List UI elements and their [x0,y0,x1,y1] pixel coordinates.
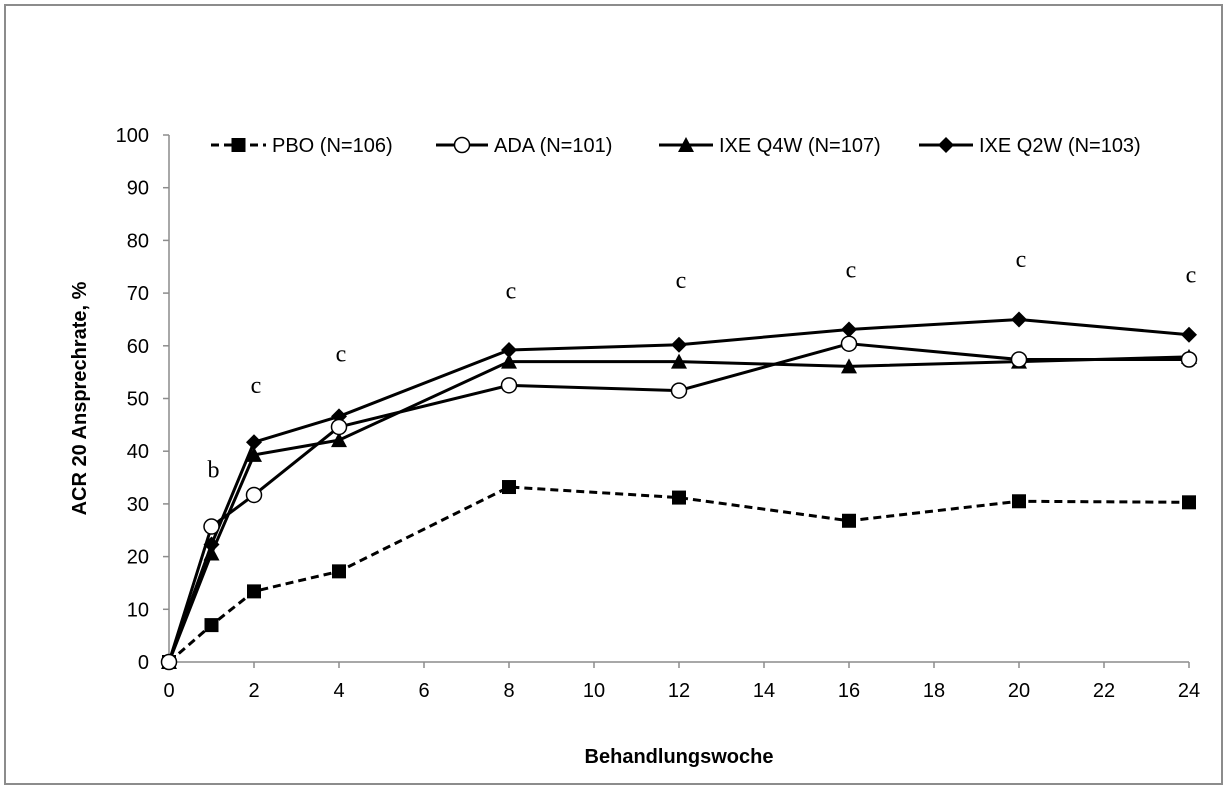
data-point-series-1 [500,377,518,394]
data-point-series-3 [841,321,857,338]
data-point-series-0 [1012,494,1026,509]
y-tick-label: 40 [127,441,149,463]
y-tick-label: 80 [127,230,149,252]
y-tick-label: 50 [127,389,149,411]
x-tick-label: 6 [418,680,429,702]
legend-marker-1 [453,136,471,154]
data-point-series-2 [671,353,687,369]
x-tick-label: 16 [838,680,860,702]
significance-label: c [506,278,517,304]
data-point-series-3 [501,342,517,359]
y-tick-label: 0 [138,652,149,674]
legend-marker-2 [678,137,694,152]
x-tick-label: 8 [503,680,514,702]
significance-label: c [846,257,857,283]
series-line-2 [167,355,1190,663]
data-point-series-1 [1180,351,1198,368]
x-tick-label: 2 [248,680,259,702]
series-line-0 [168,485,1190,664]
data-point-series-2 [203,545,220,561]
y-axis-title: ACR 20 Ansprechrate, % [69,281,91,515]
x-tick-label: 10 [583,680,605,702]
data-point-series-2 [841,358,857,374]
y-tick-label: 10 [127,599,149,621]
y-tick-label: 30 [127,494,149,516]
data-point-series-0 [247,584,261,599]
data-point-series-1 [1010,351,1028,368]
data-point-series-0 [1182,495,1196,510]
legend-label: PBO (N=106) [272,135,393,157]
x-tick-label: 14 [753,680,775,702]
legend-label: IXE Q2W (N=103) [979,135,1141,157]
x-tick-label: 24 [1178,680,1200,702]
significance-label: c [251,373,262,399]
data-point-series-3 [246,434,262,451]
y-tick-label: 70 [127,283,149,305]
data-point-series-0 [672,490,686,505]
significance-label: c [676,268,687,294]
data-point-series-1 [330,418,348,436]
data-point-series-2 [331,432,347,448]
x-tick-label: 22 [1093,680,1115,702]
y-tick-label: 20 [127,547,149,569]
data-point-series-1 [670,382,688,399]
significance-label: c [336,342,347,368]
data-point-series-2 [501,353,517,369]
significance-label: c [1016,247,1027,273]
data-point-series-0 [842,513,856,528]
data-point-series-0 [332,564,346,579]
data-point-series-0 [204,618,219,633]
chart-frame: 0 10 20 30 40 50 60 70 80 90 100 0 2 4 6 8 10 12 14 16 18 20 2… [4,4,1223,785]
data-point-series-3 [1011,311,1027,328]
significance-label: b [208,458,220,484]
y-tick-label: 90 [127,178,149,200]
y-tick-label: 60 [127,336,149,358]
data-point-series-2 [246,446,262,462]
data-point-series-1 [840,335,858,352]
data-point-series-1 [245,486,263,504]
legend-label: IXE Q4W (N=107) [719,135,881,157]
legend-label: ADA (N=101) [494,135,612,157]
data-point-series-1 [160,653,178,671]
x-tick-label: 20 [1008,680,1030,702]
x-tick-label: 12 [668,680,690,702]
x-tick-label: 18 [923,680,945,702]
legend-marker-0 [231,138,246,152]
data-point-series-3 [1181,326,1197,343]
data-point-series-0 [502,480,516,495]
data-point-series-1 [203,518,220,535]
significance-label: c [1186,263,1197,289]
y-tick-label: 100 [116,125,149,147]
x-tick-label: 4 [333,680,344,702]
data-point-series-3 [671,336,687,353]
x-tick-label: 0 [163,680,174,702]
x-axis-title: Behandlungswoche [585,746,774,768]
legend-marker-3 [938,137,954,153]
data-point-series-3 [203,536,220,553]
